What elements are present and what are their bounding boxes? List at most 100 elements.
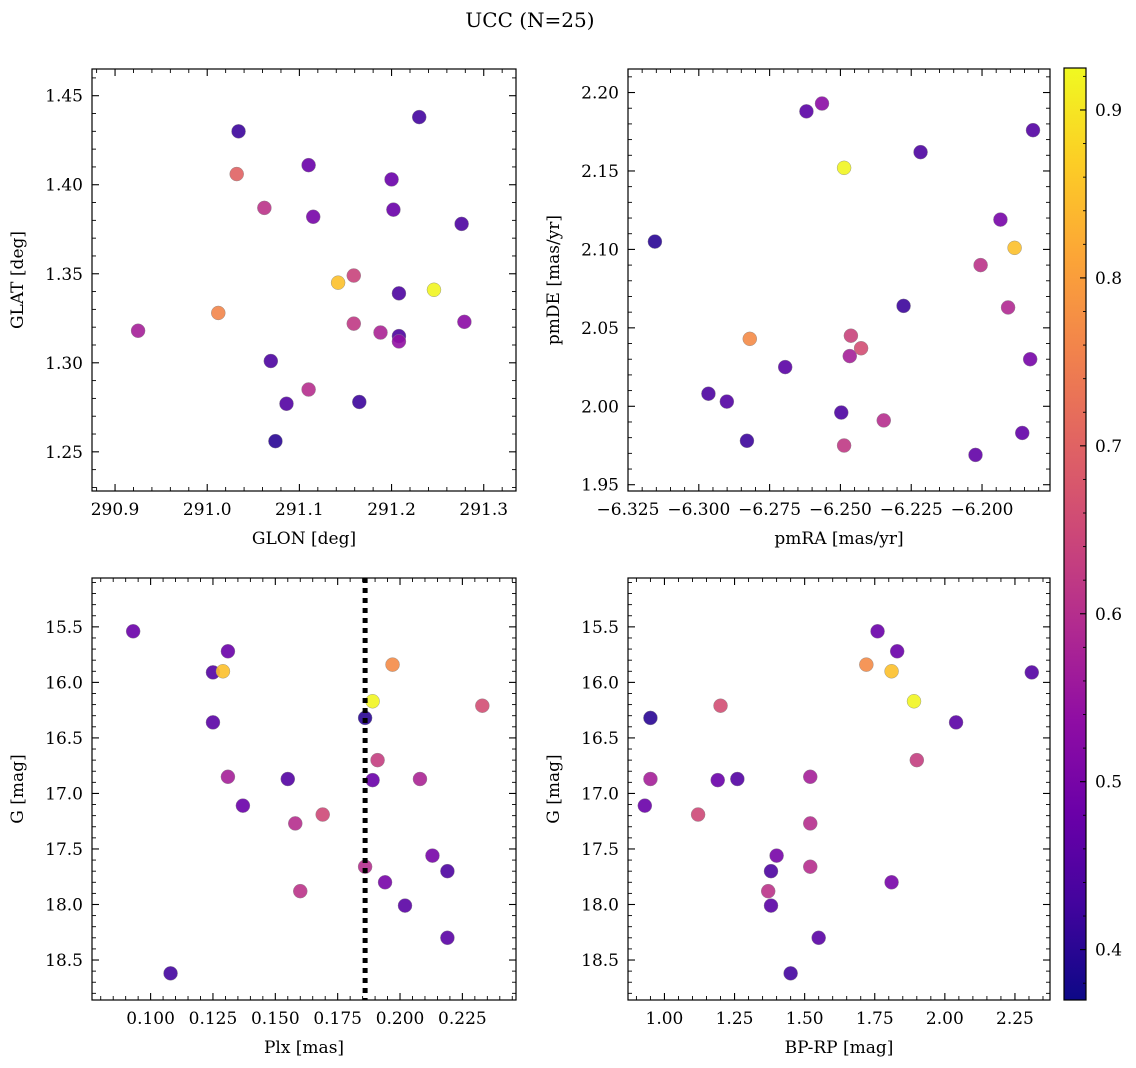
data-point <box>231 124 246 139</box>
y-tick-label: 18.0 <box>45 895 83 915</box>
y-tick-label: 18.5 <box>45 951 83 971</box>
data-point <box>220 644 236 659</box>
y-tick-label: 1.25 <box>45 443 83 463</box>
axes-frame <box>627 68 1051 492</box>
y-tick-label: 16.5 <box>45 729 83 749</box>
data-point <box>205 715 221 730</box>
colorbar-tick-label: 0.9 <box>1095 101 1122 121</box>
data-point <box>263 353 279 369</box>
data-point <box>475 698 490 713</box>
data-point <box>220 769 236 784</box>
data-point <box>412 771 428 787</box>
data-point <box>643 710 658 726</box>
data-point <box>346 268 361 283</box>
data-point <box>365 772 380 788</box>
data-point <box>763 863 779 879</box>
data-point <box>799 104 814 119</box>
x-tick-label: 1.50 <box>786 1009 824 1029</box>
colorbar-tick-label: 0.6 <box>1095 605 1122 625</box>
data-point <box>454 216 469 232</box>
data-point <box>391 286 407 301</box>
data-point <box>457 314 472 330</box>
data-point <box>906 694 922 709</box>
y-tick-label: 16.5 <box>581 729 619 749</box>
data-point <box>803 816 818 831</box>
data-point <box>1022 352 1038 367</box>
x-tick-label: −6.300 <box>667 500 730 520</box>
data-point <box>1000 300 1016 315</box>
data-point <box>280 771 295 787</box>
figure-title: UCC (N=25) <box>465 8 594 32</box>
data-point <box>397 898 413 913</box>
data-point <box>385 657 400 672</box>
data-point <box>301 157 316 173</box>
y-tick-label: 1.95 <box>581 476 619 496</box>
data-point <box>896 298 911 314</box>
data-point <box>859 657 874 672</box>
x-tick-label: 0.100 <box>126 1009 175 1029</box>
data-point <box>373 325 388 340</box>
data-point <box>211 305 226 321</box>
data-point <box>713 698 728 713</box>
data-point <box>257 200 272 216</box>
colorbar: 0.4 0.5 0.6 0.7 0.8 0.9 <box>1063 67 1122 1001</box>
data-point <box>993 212 1008 227</box>
colorbar-tick-label: 0.4 <box>1095 941 1122 961</box>
x-tick-label: −6.275 <box>738 500 801 520</box>
data-point <box>346 316 361 331</box>
data-point <box>884 664 899 679</box>
data-point <box>843 328 859 343</box>
data-point <box>352 394 367 410</box>
x-tick-label: −6.325 <box>597 500 660 520</box>
data-point <box>889 644 905 659</box>
x-tick-label: 0.125 <box>189 1009 238 1029</box>
data-point <box>412 109 427 125</box>
data-point <box>229 166 244 182</box>
data-point <box>730 771 745 787</box>
data-point <box>836 438 852 453</box>
data-point <box>391 334 407 349</box>
colorbar-tick-label: 0.7 <box>1095 437 1122 457</box>
y-tick-label: 16.0 <box>45 673 83 693</box>
data-point <box>440 863 455 879</box>
y-tick-label: 15.5 <box>45 618 83 638</box>
data-point <box>163 966 178 981</box>
data-point <box>1024 665 1039 680</box>
data-point <box>637 798 653 813</box>
data-point <box>948 715 964 730</box>
data-point <box>769 848 784 863</box>
data-point <box>235 798 251 813</box>
data-point <box>370 752 385 768</box>
x-axis-label: pmRA [mas/yr] <box>774 529 903 549</box>
x-tick-label: 0.225 <box>438 1009 487 1029</box>
x-tick-label: −6.225 <box>880 500 943 520</box>
x-tick-label: 0.175 <box>313 1009 362 1029</box>
data-point <box>643 771 658 787</box>
data-point <box>742 331 757 347</box>
x-tick-label: 2.00 <box>926 1009 964 1029</box>
scatter-panel-2: −6.325 −6.300 −6.275 −6.250 −6.225 −6.200 1.95… <box>544 68 1051 549</box>
y-tick-label: 1.45 <box>45 87 83 107</box>
data-point <box>1015 425 1030 441</box>
y-tick-label: 17.0 <box>45 784 83 804</box>
data-point <box>884 875 899 890</box>
data-point <box>876 413 891 428</box>
data-point <box>814 96 830 111</box>
y-tick-label: 2.15 <box>581 162 619 182</box>
x-axis-label: BP-RP [mag] <box>785 1038 894 1058</box>
x-tick-label: −6.250 <box>809 500 872 520</box>
data-point <box>836 160 852 176</box>
y-tick-label: 1.30 <box>45 354 83 374</box>
x-tick-label: 1.75 <box>856 1009 894 1029</box>
x-tick-label: −6.200 <box>951 500 1014 520</box>
x-tick-label: 291.0 <box>183 500 232 520</box>
scatter-panel-4: 1.00 1.25 1.50 1.75 2.00 2.25 15.5 16.0 16.5 17.0… <box>544 577 1051 1058</box>
data-point <box>842 348 857 364</box>
data-point <box>384 172 399 187</box>
y-tick-label: 15.5 <box>581 618 619 638</box>
y-axis-label: GLAT [deg] <box>8 231 28 329</box>
y-tick-label: 1.35 <box>45 265 83 285</box>
data-point <box>1007 240 1022 256</box>
y-tick-label: 17.5 <box>45 840 83 860</box>
data-point <box>811 930 826 946</box>
